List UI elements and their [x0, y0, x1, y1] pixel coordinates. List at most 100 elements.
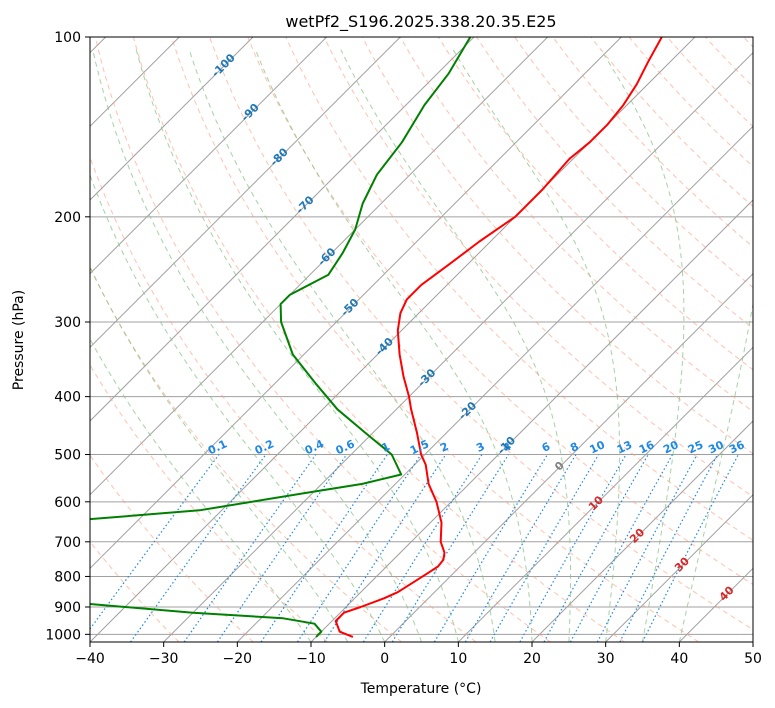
x-tick-label: 10 [449, 651, 467, 667]
y-tick-label: 700 [54, 535, 81, 551]
isotherm-line [163, 51, 753, 642]
x-tick-label: −30 [149, 651, 179, 667]
moist-adiabat-line [188, 49, 496, 642]
x-tick-label: −20 [223, 651, 253, 667]
moist-adiabat-line [255, 49, 533, 642]
dry-adiabat-line [90, 266, 403, 642]
isotherm-line [678, 567, 753, 642]
moist-adiabat-line [92, 49, 422, 642]
y-tick-label: 200 [54, 210, 81, 226]
mixing-ratio-line [619, 454, 719, 642]
profiles [90, 37, 663, 638]
mixing-ratio-line [362, 454, 483, 642]
isotherm-label: -40 [373, 335, 396, 358]
mixing-ratio-label: 36 [727, 438, 747, 456]
dry-adiabat-line [323, 37, 753, 498]
dry-adiabat-line [437, 37, 753, 371]
moist-adiabat-line [340, 49, 571, 642]
mixing-ratio-label: 20 [661, 438, 681, 456]
chart-title: wetPf2_S196.2025.338.20.35.E25 [285, 12, 556, 32]
mixing-ratio-label: 10 [588, 438, 608, 456]
isotherm-label: -10 [495, 434, 518, 457]
dry-adiabat-line [132, 37, 625, 642]
mixing-ratio-line [642, 454, 739, 642]
y-tick-label: 500 [54, 448, 81, 464]
x-axis-label: Temperature (°C) [360, 681, 482, 697]
mixing-ratio-label: 16 [637, 438, 657, 456]
mixing-ratio-line [433, 454, 549, 642]
isotherm-line [90, 37, 549, 496]
x-tick-label: 20 [523, 651, 541, 667]
isotherm-label: 30 [672, 554, 692, 574]
dry-adiabat-line [552, 37, 753, 248]
isotherm-label: -100 [209, 51, 238, 80]
isoline-labels: 0.1 0.2 0.4 0.6 1 1.5 2 3 4 6 8 10 13 16 20 25 30 36-100-… [206, 51, 747, 604]
moist-adiabat-line [90, 173, 386, 642]
moist-adiabat-line [452, 49, 621, 642]
mixing-ratio-label: 2 [438, 440, 450, 455]
isotherm-line [605, 493, 753, 642]
mixing-ratio-line [596, 454, 698, 642]
y-tick-label: 400 [54, 390, 81, 406]
dry-adiabat-line [628, 37, 753, 168]
moist-adiabat-line [135, 49, 459, 642]
isotherm-label: -50 [338, 296, 361, 319]
mixing-ratio-label: 13 [615, 438, 634, 456]
isotherm-line [90, 37, 475, 422]
y-tick-label: 900 [54, 600, 81, 616]
x-tick-label: 30 [597, 651, 615, 667]
mixing-ratio-line [260, 454, 388, 642]
isotherm-label: 40 [717, 583, 737, 603]
mixing-ratio-line [489, 454, 600, 642]
temperature-profile-line [334, 37, 663, 638]
x-tick-label: −40 [75, 651, 105, 667]
mixing-ratio-line [323, 454, 447, 642]
plot-frame [89, 36, 754, 643]
isotherm-label: 20 [627, 526, 647, 546]
mixing-ratio-label: 3 [474, 440, 486, 455]
y-axis-label: Pressure (hPa) [11, 290, 27, 390]
dry-adiabat-line [90, 155, 477, 642]
isotherm-line [90, 37, 401, 349]
isotherm-line [457, 346, 753, 642]
dry-adiabat-line [704, 37, 753, 88]
mixing-ratio-label: 6 [540, 440, 553, 455]
isotherm-line [310, 199, 753, 642]
dry-adiabat-line [90, 454, 254, 642]
isotherm-line [90, 37, 622, 570]
moist-adiabat-line [90, 338, 312, 642]
dry-adiabat-line [590, 37, 753, 208]
dewpoint-profile-line [90, 37, 472, 638]
mixing-ratio-line [391, 454, 510, 642]
mixing-ratio-line [130, 454, 267, 642]
mixing-ratio-label: 30 [706, 438, 726, 456]
x-tick-label: 50 [744, 651, 762, 667]
isotherm-line [752, 641, 753, 642]
x-tick-label: −10 [296, 651, 326, 667]
isotherm-line [531, 420, 753, 642]
isotherm-label: -30 [415, 366, 438, 389]
isotherm-line [90, 37, 328, 275]
mixing-ratio-line [90, 454, 220, 630]
dry-adiabat-line [476, 37, 753, 329]
x-tick-label: 40 [670, 651, 688, 667]
dry-adiabat-line [399, 37, 753, 413]
y-tick-label: 300 [54, 315, 81, 331]
mixing-ratio-line [569, 454, 673, 642]
mixing-ratio-line [464, 454, 577, 642]
y-tick-label: 100 [54, 30, 81, 46]
isotherm-label: -80 [268, 145, 291, 168]
isotherm-label: -70 [293, 193, 316, 216]
y-tick-label: 600 [54, 495, 81, 511]
isotherm-label: -20 [456, 399, 479, 422]
isotherm-label: 10 [586, 493, 606, 513]
dry-adiabat-line [94, 37, 551, 642]
dry-adiabat-line [90, 364, 328, 642]
moist-adiabat-line [678, 301, 753, 642]
mixing-ratio-line [296, 454, 422, 642]
isotherm-label: -90 [239, 101, 262, 124]
moist-adiabat-line [600, 49, 685, 642]
dry-adiabat-line [171, 37, 700, 642]
isotherm-line [384, 272, 753, 642]
